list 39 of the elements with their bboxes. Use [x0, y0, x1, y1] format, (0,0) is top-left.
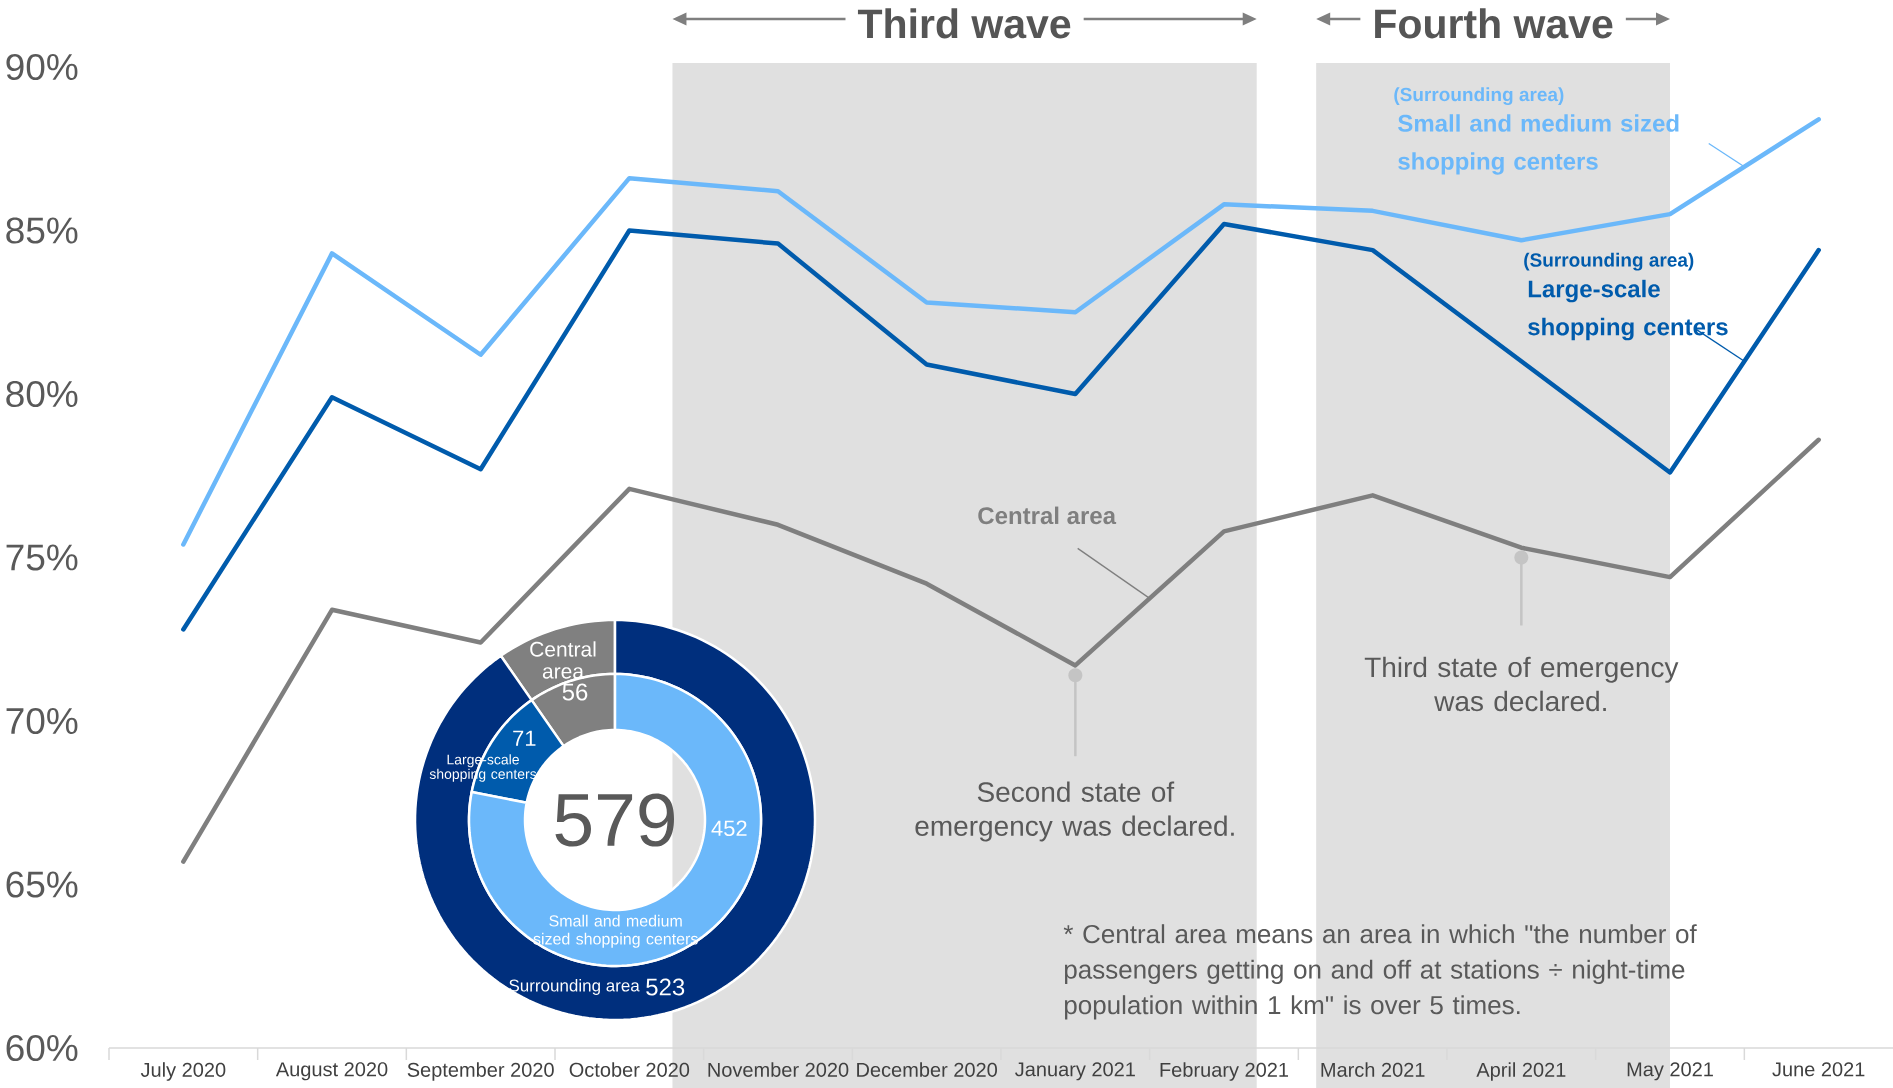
- slice-label: Small and medium sized shopping centers: [533, 914, 698, 948]
- x-tick-label: October 2020: [569, 1062, 690, 1077]
- annotation: (Surrounding area): [1394, 87, 1564, 106]
- text: Central area: [978, 506, 1117, 525]
- annotation: * Central area means an area in which "the number of passengers getting on and off at stations ÷ night-time population within 1 km" is over 5 times.: [1063, 924, 1697, 1020]
- band-label: Third wave: [857, 8, 1071, 39]
- x-tick-label: April 2021: [1476, 1062, 1566, 1081]
- slice-label: Surrounding area: [509, 979, 640, 995]
- series-label: Large-scale shopping centers: [1528, 279, 1728, 341]
- data-label: 71: [513, 730, 536, 746]
- slice-label: Central area: [530, 641, 596, 679]
- band-label: Fourth wave: [1375, 8, 1613, 39]
- x-tick-label: June 2021: [1772, 1062, 1865, 1077]
- annotation: (Surrounding area): [1524, 252, 1694, 271]
- data-label: 523: [646, 978, 685, 996]
- x-tick-label: September 2020: [407, 1062, 554, 1081]
- x-tick-label: March 2021: [1321, 1062, 1425, 1077]
- y-tick-label: 75%: [6, 544, 78, 571]
- x-tick-label: August 2020: [275, 1062, 388, 1081]
- y-tick-label: 70%: [6, 707, 78, 735]
- annotation: Third state of emergency was declared.: [1364, 656, 1679, 712]
- line-series: [181, 221, 1821, 632]
- data-label: 452: [711, 820, 747, 837]
- y-tick-label: 60%: [6, 1034, 78, 1062]
- line-series: [181, 437, 1821, 864]
- x-tick-label: November 2020: [708, 1062, 849, 1077]
- x-tick-label: May 2021: [1627, 1062, 1713, 1081]
- y-tick-label: 65%: [6, 871, 78, 898]
- data-label: 56: [562, 683, 588, 701]
- x-tick-label: December 2020: [857, 1062, 997, 1077]
- legend-label: Small and medium sized shopping centers: [1398, 114, 1679, 175]
- x-tick-label: January 2021: [1015, 1062, 1135, 1081]
- y-tick-label: 80%: [6, 380, 78, 408]
- annotation: 579: [555, 793, 674, 847]
- x-tick-label: July 2020: [140, 1062, 226, 1081]
- x-tick-label: February 2021: [1160, 1062, 1289, 1081]
- y-tick-label: 85%: [6, 217, 78, 244]
- annotation: Second state of emergency was declared.: [915, 781, 1234, 842]
- y-tick-label: 90%: [6, 53, 78, 81]
